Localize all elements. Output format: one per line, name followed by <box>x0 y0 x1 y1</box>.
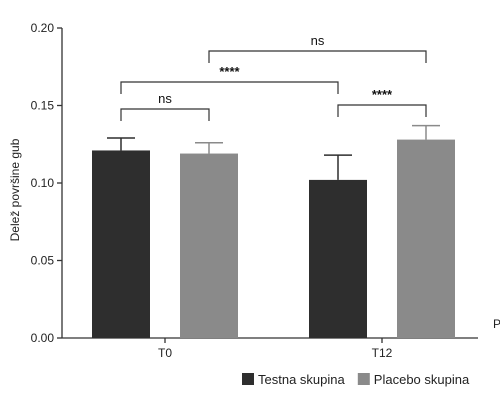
significance-label: ns <box>311 33 325 48</box>
significance-label: ns <box>158 91 172 106</box>
significance-label: **** <box>372 87 393 102</box>
significance-bracket <box>120 81 339 94</box>
y-tick-label: 0.05 <box>31 254 55 268</box>
cut-off-text: P <box>493 317 500 331</box>
significance-bracket <box>208 50 427 63</box>
bar <box>180 153 238 338</box>
legend: Testna skupina Placebo skupina <box>242 372 470 387</box>
significance-label: **** <box>219 64 240 79</box>
x-tick-label: T12 <box>372 346 393 360</box>
legend-label: Testna skupina <box>258 372 345 387</box>
legend-swatch <box>242 373 254 385</box>
bar <box>309 179 367 338</box>
bar <box>397 139 455 338</box>
x-tick-label: T0 <box>158 346 172 360</box>
bar <box>92 150 150 338</box>
significance-bracket <box>337 104 427 117</box>
significance-brackets: ns **** ns **** <box>120 33 427 121</box>
legend-label: Placebo skupina <box>374 372 470 387</box>
legend-swatch <box>357 373 370 385</box>
y-tick-label: 0.15 <box>31 99 55 113</box>
bars <box>92 124 455 338</box>
significance-bracket <box>120 108 210 121</box>
y-tick-label: 0.20 <box>31 21 55 35</box>
y-tick-label: 0.10 <box>31 176 55 190</box>
y-axis-label: Delež površine gub <box>8 138 22 241</box>
y-tick-label: 0.00 <box>31 331 55 345</box>
